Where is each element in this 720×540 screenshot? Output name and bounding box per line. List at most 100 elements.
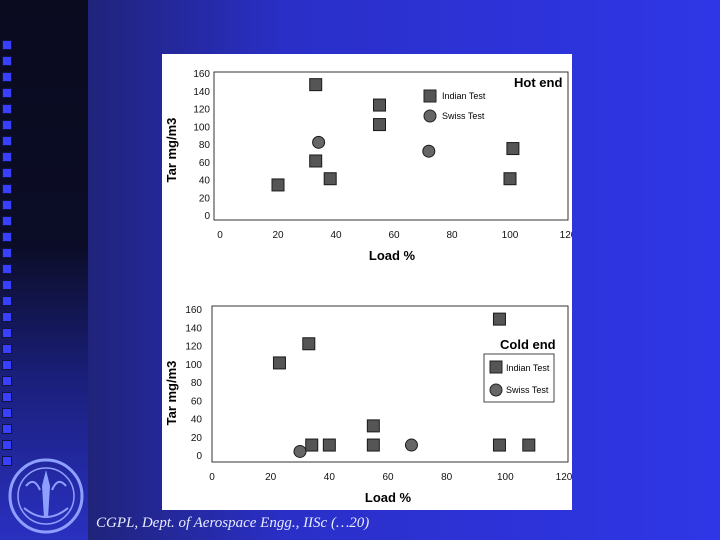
x-axis-label-hot: Load % (369, 248, 416, 263)
y-tick-label: 20 (191, 433, 203, 444)
x-tick-label: 20 (272, 230, 284, 241)
bullet-square (2, 456, 12, 466)
y-tick-label: 60 (199, 158, 211, 169)
indian-test-point (271, 178, 285, 192)
y-tick-label: 80 (191, 378, 203, 389)
y-tick-label: 80 (199, 140, 211, 151)
y-ticks-hot: 0 20 40 60 80 100 120 140 160 (193, 69, 210, 222)
bullet-square (2, 376, 12, 386)
indian-test-point (309, 78, 323, 92)
scanned-figure: 0 20 40 60 80 100 120 140 160 0 20 40 60 80 100 120 Ta… (162, 54, 577, 510)
indian-test-point (366, 438, 380, 452)
y-tick-label: 0 (204, 211, 210, 222)
y-axis-label-cold: Tar mg/m3 (164, 361, 179, 426)
x-tick-label: 20 (265, 472, 277, 483)
bullet-square (2, 88, 12, 98)
left-decorative-band (0, 0, 88, 540)
y-tick-label: 160 (193, 69, 210, 80)
chart-hot-end: 0 20 40 60 80 100 120 140 160 0 20 40 60 80 100 120 Ta… (164, 69, 577, 263)
x-tick-label: 60 (388, 230, 400, 241)
bullet-square (2, 440, 12, 450)
bullet-square (2, 360, 12, 370)
y-tick-label: 140 (193, 87, 210, 98)
indian-test-point (506, 142, 520, 156)
bullet-square (2, 248, 12, 258)
chart-cold-end: 0 20 40 60 80 100 120 140 160 0 20 40 60 80 100 120 Ta… (164, 305, 573, 505)
bullet-square (2, 264, 12, 274)
x-tick-label: 80 (441, 472, 453, 483)
legend-swiss-hot: Swiss Test (442, 111, 485, 121)
y-tick-label: 20 (199, 193, 211, 204)
legend-indian-cold: Indian Test (506, 363, 550, 373)
y-tick-label: 160 (185, 305, 202, 316)
bullet-square (2, 152, 12, 162)
indian-test-point (302, 337, 316, 351)
iisc-emblem-icon (8, 458, 84, 534)
bullet-square (2, 56, 12, 66)
bullet-square (2, 168, 12, 178)
x-tick-label: 40 (324, 472, 336, 483)
indian-test-point (492, 438, 506, 452)
bullet-square (2, 328, 12, 338)
y-tick-label: 100 (193, 122, 210, 133)
indian-test-point (323, 172, 337, 186)
y-tick-label: 140 (185, 323, 202, 334)
legend-hot: Indian Test Swiss Test (423, 89, 486, 123)
y-tick-label: 100 (185, 360, 202, 371)
bullet-square (2, 184, 12, 194)
swiss-test-point (422, 144, 436, 158)
indian-test-point (366, 419, 380, 433)
y-tick-label: 120 (185, 342, 202, 353)
bullet-square (2, 424, 12, 434)
bullet-square (2, 120, 12, 130)
x-ticks-hot: 0 20 40 60 80 100 120 (217, 230, 577, 241)
y-tick-label: 120 (193, 105, 210, 116)
y-tick-label: 40 (199, 176, 211, 187)
swiss-test-point (293, 444, 307, 458)
x-ticks-cold: 0 20 40 60 80 100 120 (209, 472, 573, 483)
legend-cold: Indian Test Swiss Test (483, 353, 555, 403)
marks-hot (271, 78, 520, 192)
x-tick-label: 100 (502, 230, 519, 241)
indian-test-point (272, 356, 286, 370)
y-tick-label: 60 (191, 396, 203, 407)
x-tick-label: 100 (497, 472, 514, 483)
marks-cold (272, 312, 536, 458)
legend-circle-marker-hot (423, 109, 437, 123)
legend-swiss-cold: Swiss Test (506, 385, 549, 395)
indian-test-point (305, 438, 319, 452)
bullet-square (2, 408, 12, 418)
bullet-square (2, 136, 12, 146)
x-tick-label: 0 (209, 472, 215, 483)
swiss-test-point (312, 135, 326, 149)
bullet-square (2, 104, 12, 114)
bullet-square (2, 296, 12, 306)
indian-test-point (322, 438, 336, 452)
bullet-square (2, 392, 12, 402)
bullet-square (2, 312, 12, 322)
bullet-square-column (2, 40, 22, 480)
legend-indian-hot: Indian Test (442, 91, 486, 101)
indian-test-point (522, 438, 536, 452)
bullet-square (2, 344, 12, 354)
x-tick-label: 120 (560, 230, 572, 241)
bullet-square (2, 72, 12, 82)
y-tick-label: 40 (191, 415, 203, 426)
chart-title-cold: Cold end (500, 337, 556, 352)
x-axis-label-cold: Load % (365, 490, 412, 505)
indian-test-point (373, 118, 386, 132)
chart-title-hot: Hot end (514, 75, 562, 90)
bullet-square (2, 216, 12, 226)
indian-test-point (503, 172, 517, 186)
indian-test-point (492, 312, 506, 326)
legend-square-marker-hot (423, 89, 437, 103)
legend-square-marker-cold (489, 360, 503, 374)
charts-svg: 0 20 40 60 80 100 120 140 160 0 20 40 60 80 100 120 Ta… (164, 69, 577, 505)
bullet-square (2, 200, 12, 210)
x-tick-label: 80 (446, 230, 458, 241)
swiss-test-point (404, 438, 418, 452)
legend-circle-marker-cold (489, 383, 503, 397)
y-ticks-cold: 0 20 40 60 80 100 120 140 160 (185, 305, 202, 462)
slide-footer: CGPL, Dept. of Aerospace Engg., IISc (…2… (96, 515, 370, 531)
y-tick-label: 0 (196, 451, 202, 462)
